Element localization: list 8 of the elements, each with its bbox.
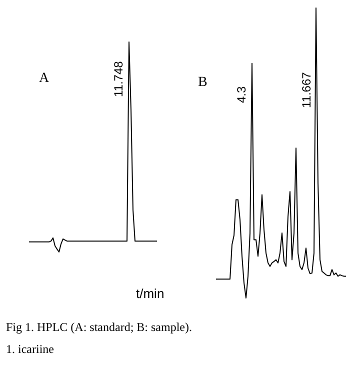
text: 1. icariine (6, 341, 55, 358)
text: A (39, 71, 50, 86)
caption: Fig 1. HPLC (A: standard; B: sample). (6, 319, 192, 336)
x-axis-title: t/min (136, 286, 164, 301)
text: B (198, 75, 208, 90)
annotation: 11.667 (299, 72, 314, 108)
annotation: 11.748 (111, 60, 126, 97)
annotation: 4.3 (234, 86, 248, 103)
